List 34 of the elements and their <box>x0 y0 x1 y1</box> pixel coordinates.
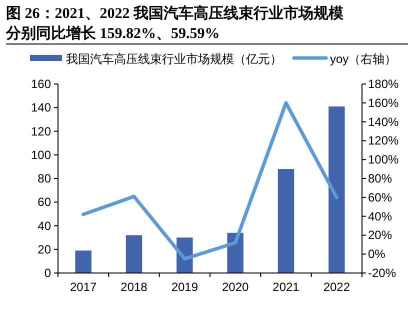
x-tick-label: 2022 <box>323 280 350 294</box>
y-tick-label: 120 <box>30 124 52 138</box>
legend-label: 我国汽车高压线束行业市场规模（亿元） <box>66 52 282 66</box>
x-tick-label: 2017 <box>70 280 98 294</box>
y2-tick-label: 80% <box>368 172 392 186</box>
bar <box>278 169 294 273</box>
x-tick-label: 2020 <box>222 280 250 294</box>
y2-tick-label: 100% <box>368 152 400 167</box>
bar <box>126 235 142 273</box>
y2-tick-label: 160% <box>368 96 400 110</box>
x-tick-label: 2021 <box>272 280 300 294</box>
y-tick-label: 40 <box>38 218 52 233</box>
x-tick-label: 2018 <box>120 280 148 294</box>
y2-tick-label: 180% <box>368 77 400 91</box>
y2-tick-label: 40% <box>368 209 392 224</box>
y-tick-label: 80 <box>38 172 52 186</box>
y-tick-label: 20 <box>38 242 52 256</box>
bar <box>75 250 92 273</box>
y-tick-label: 0 <box>44 266 52 280</box>
y-tick-label: 60 <box>38 195 52 210</box>
line-series <box>82 101 338 261</box>
y2-tick-label: 120% <box>368 134 400 148</box>
y-tick-label: 100 <box>30 148 52 162</box>
y-tick-label: 160 <box>30 77 52 91</box>
legend-label: yoy（右轴） <box>330 52 397 66</box>
bar <box>328 106 345 273</box>
x-tick-label: 2019 <box>171 280 198 294</box>
y2-tick-label: 140% <box>368 114 400 129</box>
y2-tick-label: -20% <box>368 266 396 280</box>
chart-title: 图 26：2021、2022 我国汽车高压线束行业市场规模分别同比增长 159.82%、59.59% <box>5 4 344 42</box>
y2-tick-label: 0% <box>368 247 386 262</box>
y2-tick-label: 20% <box>368 228 392 242</box>
y-tick-label: 140 <box>30 100 52 115</box>
y2-tick-label: 60% <box>368 190 392 204</box>
